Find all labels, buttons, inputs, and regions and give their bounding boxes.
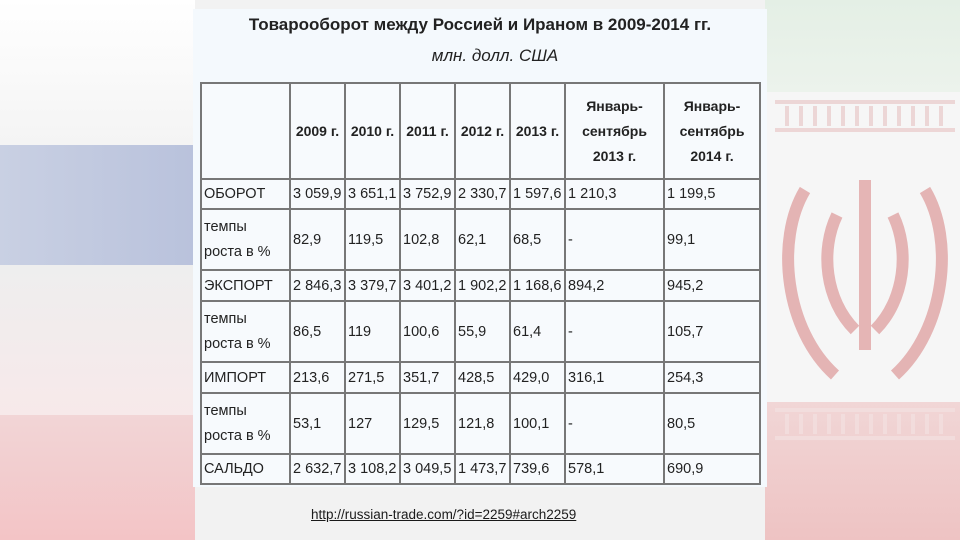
flag-blue-stripe	[0, 145, 195, 265]
table-cell: 690,9	[663, 453, 761, 485]
table-cell: 945,2	[663, 269, 761, 302]
source-link[interactable]: http://russian-trade.com/?id=2259#arch22…	[311, 507, 577, 522]
header-line: 2013 г.	[592, 147, 637, 164]
table-cell: 3 049,5	[399, 453, 456, 485]
table-cell: 3 651,1	[344, 178, 401, 210]
header-line: сентябрь	[582, 122, 647, 139]
table-cell: 53,1	[289, 392, 346, 455]
table-cell: 3 059,9	[289, 178, 346, 210]
table-row: ОБОРОТ 3 059,9 3 651,1 3 752,9 2 330,7 1…	[200, 178, 761, 210]
table-row: темпы роста в % 53,1 127 129,5 121,8 100…	[200, 392, 761, 455]
table-cell: 82,9	[289, 208, 346, 271]
table-row: ИМПОРТ 213,6 271,5 351,7 428,5 429,0 316…	[200, 361, 761, 394]
header-cell: 2009 г.	[289, 82, 346, 180]
table-cell: 3 401,2	[399, 269, 456, 302]
table-image-panel: Товарооборот между Россией и Ираном в 20…	[193, 9, 767, 487]
table-cell: 2 846,3	[289, 269, 346, 302]
table-row: темпы роста в % 86,5 119 100,6 55,9 61,4…	[200, 300, 761, 363]
table-cell: 3 108,2	[344, 453, 401, 485]
header-line: 2014 г.	[690, 147, 734, 164]
table-cell: 271,5	[344, 361, 401, 394]
row-label: темпы роста в %	[200, 392, 291, 455]
table-cell: 3 752,9	[399, 178, 456, 210]
iran-emblem-icon	[775, 100, 955, 440]
table-cell: 739,6	[509, 453, 566, 485]
row-label-line: роста в %	[204, 243, 271, 260]
table-cell: 428,5	[454, 361, 511, 394]
table-cell: 1 168,6	[509, 269, 566, 302]
table-cell: 102,8	[399, 208, 456, 271]
table-cell: 55,9	[454, 300, 511, 363]
row-label: ИМПОРТ	[200, 361, 291, 394]
table-cell: 213,6	[289, 361, 346, 394]
row-label-line: темпы	[204, 310, 247, 327]
header-cell-jan-sep-2014: Январь- сентябрь 2014 г.	[663, 82, 761, 180]
table-cell: -	[564, 392, 665, 455]
table-cell: 121,8	[454, 392, 511, 455]
table-subtitle: млн. долл. США	[431, 46, 559, 65]
header-cell: 2012 г.	[454, 82, 511, 180]
table-cell: -	[564, 300, 665, 363]
header-cell-jan-sep-2013: Январь- сентябрь 2013 г.	[564, 82, 665, 180]
table-cell: 129,5	[399, 392, 456, 455]
table-cell: 429,0	[509, 361, 566, 394]
table-row: ЭКСПОРТ 2 846,3 3 379,7 3 401,2 1 902,2 …	[200, 269, 761, 302]
row-label-line: темпы	[204, 402, 247, 419]
row-label: темпы роста в %	[200, 300, 291, 363]
table-cell: 316,1	[564, 361, 665, 394]
table-cell: 100,1	[509, 392, 566, 455]
table-cell: 119	[344, 300, 401, 363]
table-cell: 894,2	[564, 269, 665, 302]
table-cell: 99,1	[663, 208, 761, 271]
table-cell: 2 330,7	[454, 178, 511, 210]
russia-flag-background	[0, 0, 195, 540]
table-cell: 578,1	[564, 453, 665, 485]
table-cell: 1 473,7	[454, 453, 511, 485]
table-cell: 351,7	[399, 361, 456, 394]
header-line: Январь-	[683, 97, 741, 114]
table-cell: 1 210,3	[564, 178, 665, 210]
header-line: сентябрь	[679, 122, 745, 139]
flag-blend	[0, 265, 195, 415]
table-cell: 68,5	[509, 208, 566, 271]
header-cell: 2010 г.	[344, 82, 401, 180]
row-label-line: темпы	[204, 218, 247, 235]
table-cell: 2 632,7	[289, 453, 346, 485]
table-title: Товарооборот между Россией и Ираном в 20…	[248, 15, 712, 34]
flag-red-stripe	[0, 415, 195, 540]
table-cell: -	[564, 208, 665, 271]
header-cell: 2013 г.	[509, 82, 566, 180]
table-cell: 61,4	[509, 300, 566, 363]
header-row: 2009 г. 2010 г. 2011 г. 2012 г. 2013 г. …	[200, 82, 761, 180]
table-cell: 254,3	[663, 361, 761, 394]
header-cell: 2011 г.	[399, 82, 456, 180]
table-cell: 1 597,6	[509, 178, 566, 210]
row-label: ЭКСПОРТ	[200, 269, 291, 302]
table-cell: 80,5	[663, 392, 761, 455]
table-row: темпы роста в % 82,9 119,5 102,8 62,1 68…	[200, 208, 761, 271]
iran-flag-background	[765, 0, 960, 540]
table-row: САЛЬДО 2 632,7 3 108,2 3 049,5 1 473,7 7…	[200, 453, 761, 485]
flag-green-stripe	[765, 0, 960, 92]
table-cell: 1 902,2	[454, 269, 511, 302]
table-cell: 105,7	[663, 300, 761, 363]
table-cell: 86,5	[289, 300, 346, 363]
table-cell: 100,6	[399, 300, 456, 363]
header-cell-empty	[200, 82, 291, 180]
trade-table: 2009 г. 2010 г. 2011 г. 2012 г. 2013 г. …	[200, 82, 761, 485]
table-cell: 127	[344, 392, 401, 455]
row-label: САЛЬДО	[200, 453, 291, 485]
row-label: темпы роста в %	[200, 208, 291, 271]
table-cell: 1 199,5	[663, 178, 761, 210]
table-cell: 119,5	[344, 208, 401, 271]
row-label-line: роста в %	[204, 427, 271, 444]
table-cell: 3 379,7	[344, 269, 401, 302]
row-label-line: роста в %	[204, 335, 271, 352]
header-line: Январь-	[586, 97, 643, 114]
flag-white-stripe	[0, 0, 195, 145]
table-cell: 62,1	[454, 208, 511, 271]
row-label: ОБОРОТ	[200, 178, 291, 210]
